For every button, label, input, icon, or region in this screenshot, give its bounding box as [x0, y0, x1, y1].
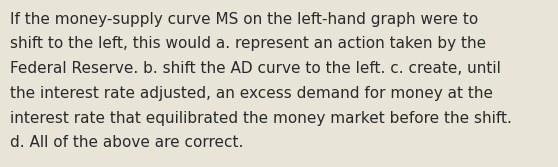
- Text: d. All of the above are correct.: d. All of the above are correct.: [10, 135, 243, 150]
- Text: interest rate that equilibrated the money market before the shift.: interest rate that equilibrated the mone…: [10, 111, 512, 126]
- Text: the interest rate adjusted, an excess demand for money at the: the interest rate adjusted, an excess de…: [10, 86, 493, 101]
- Text: Federal Reserve. b. shift the AD curve to the left. c. create, until: Federal Reserve. b. shift the AD curve t…: [10, 61, 501, 76]
- Text: If the money-supply curve MS on the left-hand graph were to: If the money-supply curve MS on the left…: [10, 12, 478, 27]
- Text: shift to the left, this would a. represent an action taken by the: shift to the left, this would a. represe…: [10, 36, 486, 51]
